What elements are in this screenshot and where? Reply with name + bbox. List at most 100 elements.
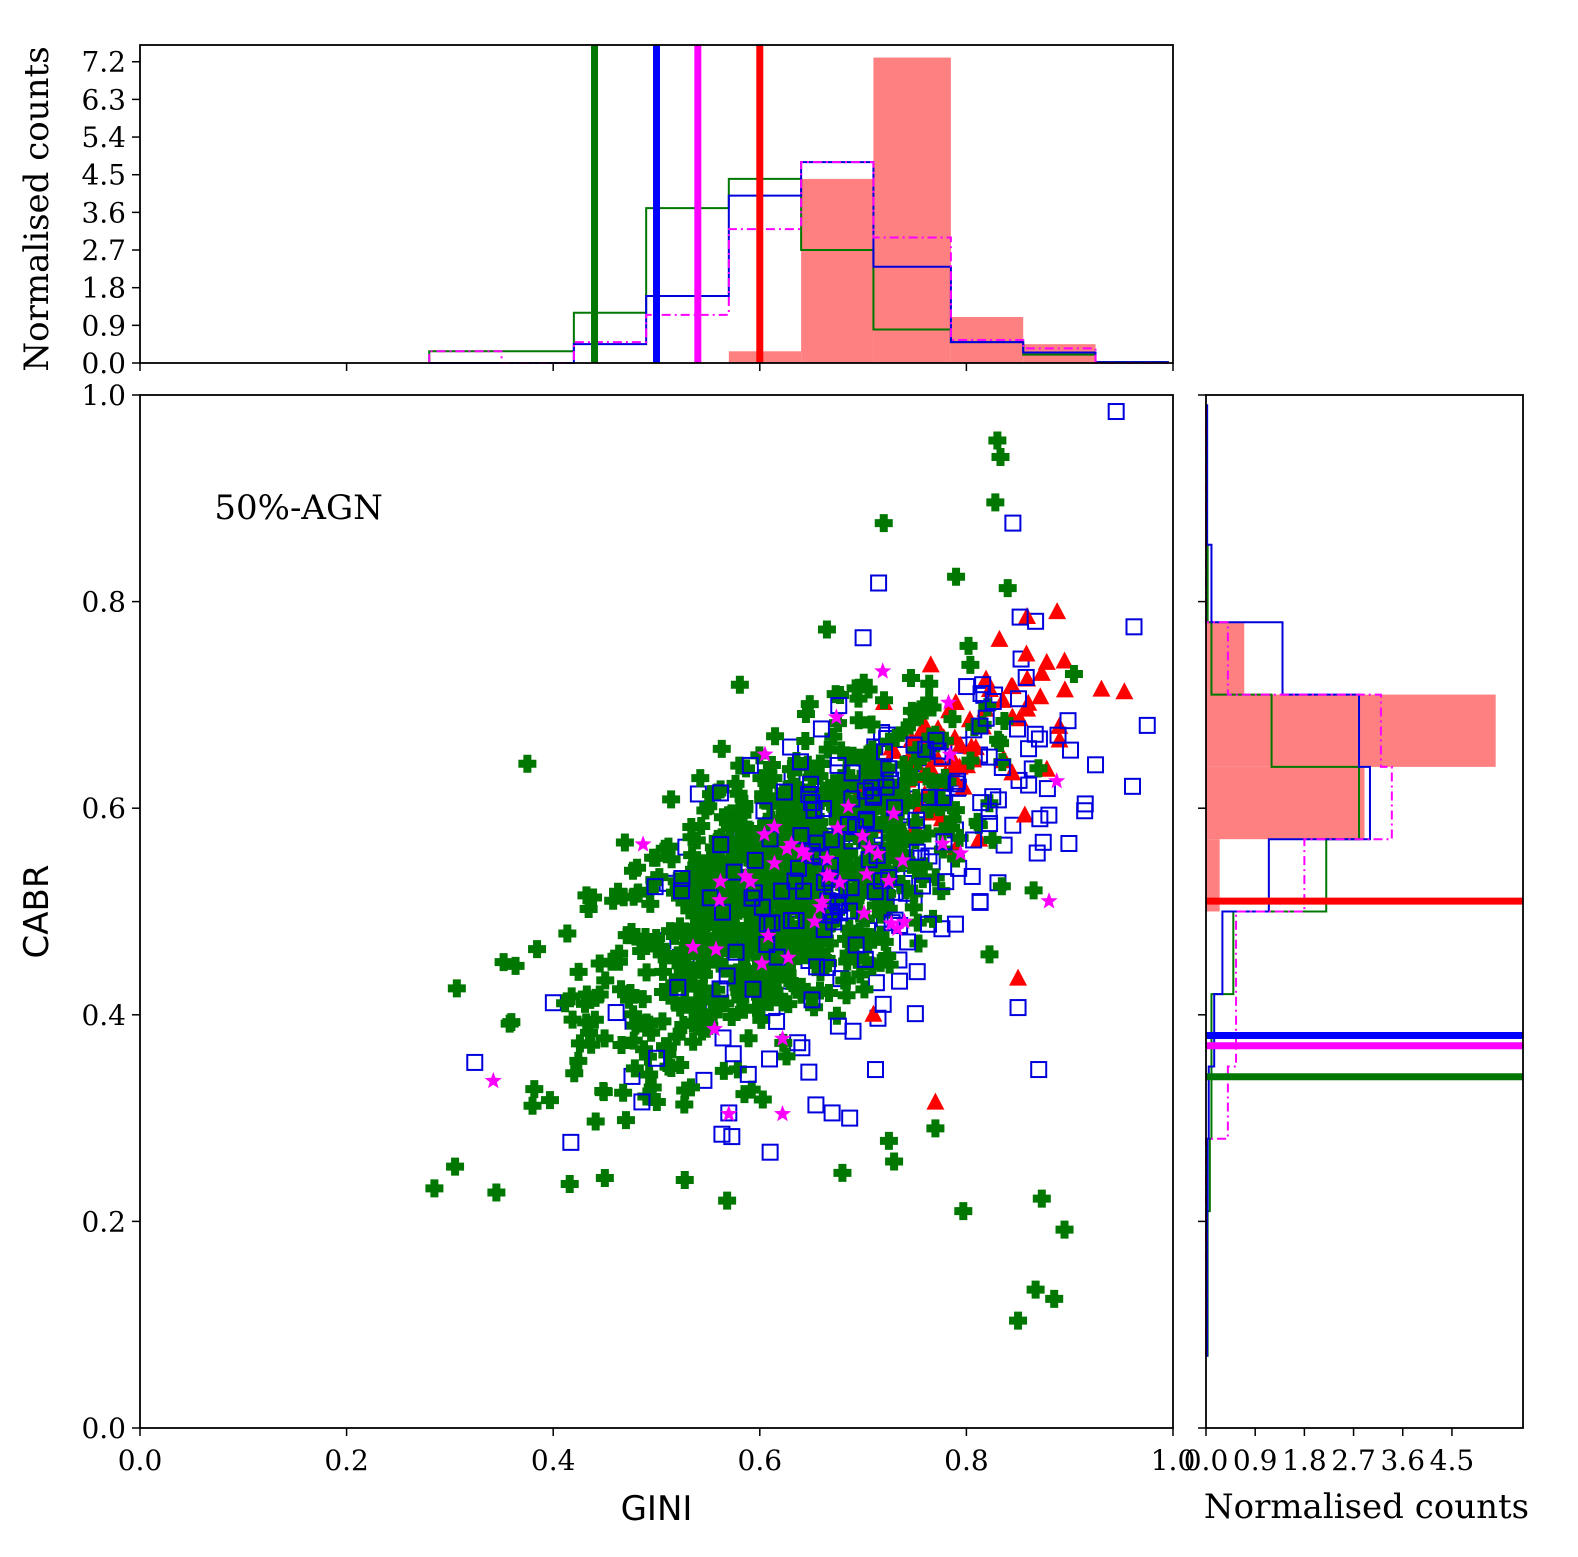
right-histogram-x-label: Normalised counts: [1204, 1487, 1529, 1527]
magenta-point: [827, 708, 845, 725]
green-point: [741, 904, 760, 923]
green-point: [682, 818, 701, 837]
blue-point: [743, 889, 761, 907]
blue-point: [971, 893, 989, 911]
green-point: [827, 902, 846, 921]
green-point: [1045, 1289, 1064, 1308]
green-point: [595, 1029, 614, 1048]
green-point: [675, 1170, 694, 1189]
green-point: [737, 945, 756, 964]
magenta-point: [853, 827, 872, 844]
blue-point: [947, 775, 965, 793]
green-point: [647, 1092, 666, 1111]
red-top-histogram: [728, 57, 1096, 363]
top-axes-frame: [139, 44, 1174, 364]
red-point: [921, 655, 940, 673]
green-point: [723, 964, 742, 983]
main-scatter-panel: 0.0 0.2 0.4 0.6 0.8 1.0 0.0 0.2 0.4 0.6 0.8 1.0: [81, 379, 1195, 1477]
green-point: [832, 741, 851, 760]
green-point: [633, 990, 652, 1009]
green-point: [693, 1022, 712, 1041]
green-point: [675, 1095, 694, 1114]
green-point: [569, 962, 588, 981]
blue-point: [908, 843, 926, 861]
green-point: [570, 1034, 589, 1053]
green-point: [920, 674, 939, 693]
green-point: [694, 979, 713, 998]
green-point: [935, 731, 954, 750]
blue-point: [981, 815, 999, 833]
green-point: [867, 752, 886, 771]
blue-point: [739, 1065, 757, 1083]
blue-point: [818, 958, 836, 976]
agn-annotation: 50%-AGN: [214, 488, 383, 528]
green-point: [590, 954, 609, 973]
blue-point: [1123, 777, 1141, 795]
green-point: [624, 1031, 643, 1050]
magenta-point: [753, 954, 771, 971]
green-point: [885, 1152, 904, 1171]
green-point: [579, 900, 598, 919]
green-point: [784, 858, 803, 877]
blue-point: [775, 783, 793, 801]
green-point: [665, 991, 684, 1010]
green-point: [855, 980, 874, 999]
green-point: [786, 777, 805, 796]
magenta-point: [894, 851, 912, 868]
green-point: [813, 842, 832, 861]
green-point: [678, 887, 697, 906]
green-point: [683, 1000, 702, 1019]
green-point: [577, 1013, 596, 1032]
blue-point: [858, 810, 876, 828]
blue-point: [803, 991, 821, 1009]
main-axes-frame: [139, 394, 1174, 1429]
green-point: [676, 991, 695, 1010]
green-point: [908, 752, 927, 771]
green-point: [762, 975, 781, 994]
green-point: [820, 934, 839, 953]
green-point: [840, 919, 859, 938]
red-point: [966, 738, 985, 756]
green-point: [715, 919, 734, 938]
green-point: [881, 820, 900, 839]
blue-point: [1004, 514, 1022, 532]
magenta-point: [880, 871, 898, 889]
green-point: [899, 765, 918, 784]
green-point: [859, 680, 878, 699]
red-point: [1009, 968, 1028, 986]
blue-point: [1011, 608, 1029, 626]
green-point: [918, 824, 937, 843]
green-point: [643, 1078, 662, 1097]
green-point: [695, 885, 714, 904]
red-point: [1032, 663, 1051, 681]
green-point: [871, 926, 890, 945]
red-point: [1048, 602, 1067, 620]
blue-point: [841, 1109, 859, 1127]
green-point: [641, 894, 660, 913]
magenta-right-histogram: [1205, 405, 1393, 1356]
green-point: [879, 1131, 898, 1150]
x-tick-label: 1.0: [1151, 1444, 1196, 1477]
green-point: [870, 873, 889, 892]
green-point: [690, 904, 709, 923]
blue-point: [995, 836, 1013, 854]
top-y-tick-label: 0.9: [81, 309, 126, 342]
green-point: [777, 901, 796, 920]
x-tick-label: 0.4: [531, 1444, 576, 1477]
green-point: [789, 758, 808, 777]
red-point: [993, 690, 1012, 708]
green-point: [558, 924, 577, 943]
green-point: [762, 755, 781, 774]
blue-point: [1034, 833, 1052, 851]
green-point: [773, 921, 792, 940]
blue-point: [934, 789, 952, 807]
green-top-histogram: [428, 177, 1169, 364]
green-point: [811, 754, 830, 773]
green-point: [851, 965, 870, 984]
red-point: [990, 629, 1009, 647]
blue-point: [1020, 776, 1038, 794]
green-point: [908, 859, 927, 878]
green-point: [782, 803, 801, 822]
right-x-tick-label: 0.0: [1184, 1444, 1229, 1477]
blue-point: [607, 1004, 625, 1022]
